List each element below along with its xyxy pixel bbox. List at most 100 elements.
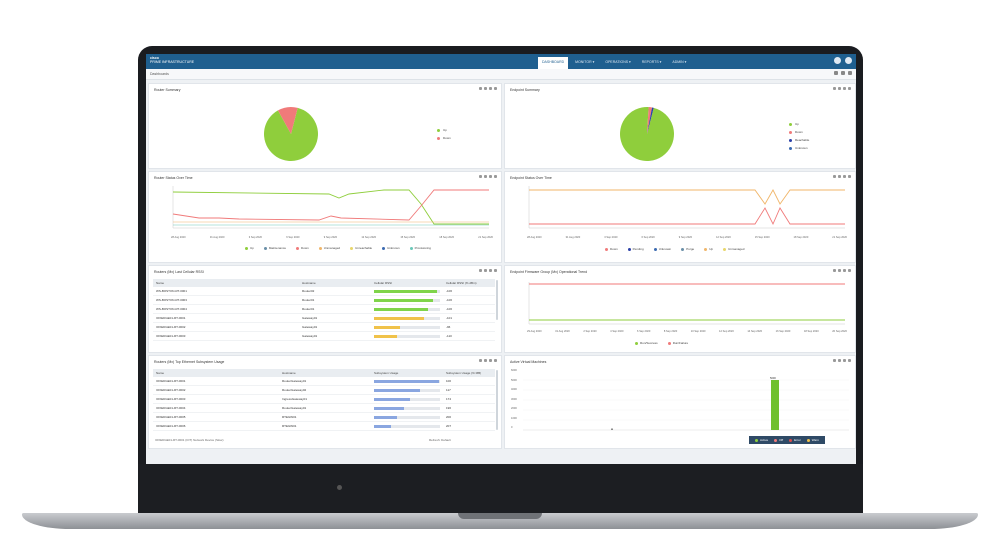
close-icon[interactable] (494, 87, 497, 90)
table-row[interactable]: IOXEDGE01-RT-0001 Gateway01 -101 (153, 313, 495, 323)
device-name-link[interactable]: WS-BOSTON-RT-0004 (153, 304, 299, 314)
close-icon[interactable] (848, 175, 851, 178)
column-header[interactable]: Hostname (299, 279, 371, 287)
column-header[interactable]: Hostname (279, 369, 371, 377)
refresh-icon[interactable] (848, 71, 852, 75)
refresh-icon[interactable] (484, 87, 487, 90)
panel-title: Endpoint Status Over Time (510, 176, 552, 180)
table-row[interactable]: IOXEDGE01-RT-0002 Gateway01 -96 (153, 322, 495, 332)
device-name-link[interactable]: IOXEDGE01-RT-0001 (153, 377, 279, 386)
tab-operations[interactable]: OPERATIONS ▾ (605, 60, 631, 64)
table-row[interactable]: IOXEDGE01-RT-0003 IngressGateway01 174 (153, 394, 495, 404)
close-icon[interactable] (848, 359, 851, 362)
table-row[interactable]: IOXEDGE01-RT-0005 RTEGW01 200 (153, 412, 495, 422)
close-icon[interactable] (848, 87, 851, 90)
legend-item: Down (789, 130, 809, 134)
refresh-icon[interactable] (484, 269, 487, 272)
settings-icon[interactable] (834, 57, 841, 64)
minimize-icon[interactable] (833, 359, 836, 362)
pie-slice-down[interactable] (647, 107, 653, 134)
usage-bar-fill (374, 397, 411, 401)
table-row[interactable]: IOXEDGE01-RT-0004 RouterGateway01 196 (153, 403, 495, 413)
edit-icon[interactable] (489, 359, 492, 362)
refresh-icon[interactable] (484, 175, 487, 178)
minimize-icon[interactable] (479, 87, 482, 90)
panel-title: Routers (Mx) Top Ethernet Subsystem Usag… (154, 360, 225, 364)
minimize-icon[interactable] (833, 175, 836, 178)
table-row[interactable]: WS-BOSTON-RT-0003 Router01 -106 (153, 295, 495, 305)
add-icon[interactable] (841, 71, 845, 75)
table-row[interactable]: WS-BOSTON-RT-0001 Router02 -106 (153, 287, 495, 296)
scrollbar[interactable] (496, 280, 498, 320)
table-row[interactable]: IOXEDGE01-RT-0003 Gateway01 -110 (153, 331, 495, 341)
table-header-row: Name Hostname Subsystem Usage Subsystem … (153, 369, 495, 377)
column-header[interactable]: Subsystem Usage (371, 369, 443, 377)
router-summary-pie (264, 107, 318, 161)
edit-icon[interactable] (834, 71, 838, 75)
legend-label: Up (250, 246, 254, 250)
refresh-icon[interactable] (838, 359, 841, 362)
edit-icon[interactable] (489, 87, 492, 90)
tab-dashboard[interactable]: DASHBOARD (538, 57, 569, 69)
device-name-link[interactable]: IOXEDGE01-RT-0002 (153, 322, 299, 332)
x-tick-label: 9 Sep 2020 (323, 236, 338, 239)
table-row[interactable]: WS-BOSTON-RT-0004 Router01 -106 (153, 304, 495, 314)
edit-icon[interactable] (489, 175, 492, 178)
device-name-link[interactable]: IOXEDGE01-RT-0006 (153, 421, 279, 431)
minimize-icon[interactable] (479, 269, 482, 272)
table-footer-refresh[interactable]: Refresh: Default (429, 438, 451, 442)
refresh-icon[interactable] (484, 359, 487, 362)
close-icon[interactable] (494, 269, 497, 272)
column-header[interactable]: Name (153, 369, 279, 377)
tab-admin[interactable]: ADMIN ▾ (672, 60, 687, 64)
usage-bar-cell (371, 403, 443, 413)
table-row[interactable]: IOXEDGE01-RT-0006 RTEGW01 207 (153, 421, 495, 431)
refresh-icon[interactable] (838, 175, 841, 178)
edit-icon[interactable] (843, 175, 846, 178)
device-name-link[interactable]: IOXEDGE01-RT-0002 (153, 385, 279, 395)
x-tick-label: 3 Sep 2020 (604, 236, 618, 239)
column-header[interactable]: Cellular RSSI (371, 279, 443, 287)
edit-icon[interactable] (843, 87, 846, 90)
device-name-link[interactable]: WS-BOSTON-RT-0003 (153, 295, 299, 305)
minimize-icon[interactable] (479, 175, 482, 178)
pie-slice-up[interactable] (264, 107, 318, 161)
router-rssi-table: Name Hostname Cellular RSSI Cellular RSS… (153, 279, 495, 341)
refresh-icon[interactable] (838, 87, 841, 90)
column-header[interactable]: Name (153, 279, 299, 287)
table-row[interactable]: IOXEDGE01-RT-0002 RouterGateway02 117 (153, 385, 495, 395)
device-name-link[interactable]: IOXEDGE01-RT-0003 (153, 394, 279, 404)
pie-slice-reachable[interactable] (647, 107, 654, 134)
x-tick-label: 31 Aug 2020 (555, 330, 570, 333)
user-avatar-icon[interactable] (845, 57, 852, 64)
tab-reports[interactable]: REPORTS ▾ (641, 60, 662, 64)
x-tick-label: 18 Sep 2020 (803, 330, 819, 333)
laptop-chin (138, 464, 863, 516)
refresh-icon[interactable] (838, 269, 841, 272)
endpoint-summary-panel: Endpoint Summary Up Down Reachable Unkno… (504, 83, 856, 169)
tab-monitor[interactable]: MONITOR ▾ (575, 60, 595, 64)
minimize-icon[interactable] (833, 269, 836, 272)
app-header: cisco PRIME INFRASTRUCTURE DASHBOARD MON… (146, 54, 856, 69)
table-row[interactable]: IOXEDGE01-RT-0001 RouterGateway01 100 (153, 377, 495, 386)
device-name-link[interactable]: IOXEDGE01-RT-0005 (153, 412, 279, 422)
column-header[interactable]: Cellular RSSI (% dBm) (443, 279, 495, 287)
device-name-link[interactable]: IOXEDGE01-RT-0001 (153, 313, 299, 323)
value-cell: -106 (443, 304, 495, 314)
column-header[interactable]: Subsystem Usage (% MB) (443, 369, 495, 377)
device-name-link[interactable]: IOXEDGE01-RT-0004 (153, 403, 279, 413)
pie-slice-down[interactable] (277, 107, 298, 134)
device-name-link[interactable]: WS-BOSTON-RT-0001 (153, 287, 299, 296)
minimize-icon[interactable] (479, 359, 482, 362)
legend-item: Run/Failure (667, 341, 688, 345)
edit-icon[interactable] (843, 359, 846, 362)
legend-label: Down (301, 246, 309, 250)
close-icon[interactable] (494, 175, 497, 178)
scrollbar[interactable] (496, 370, 498, 430)
edit-icon[interactable] (489, 269, 492, 272)
device-name-link[interactable]: IOXEDGE01-RT-0003 (153, 331, 299, 341)
close-icon[interactable] (848, 269, 851, 272)
close-icon[interactable] (494, 359, 497, 362)
minimize-icon[interactable] (833, 87, 836, 90)
edit-icon[interactable] (843, 269, 846, 272)
